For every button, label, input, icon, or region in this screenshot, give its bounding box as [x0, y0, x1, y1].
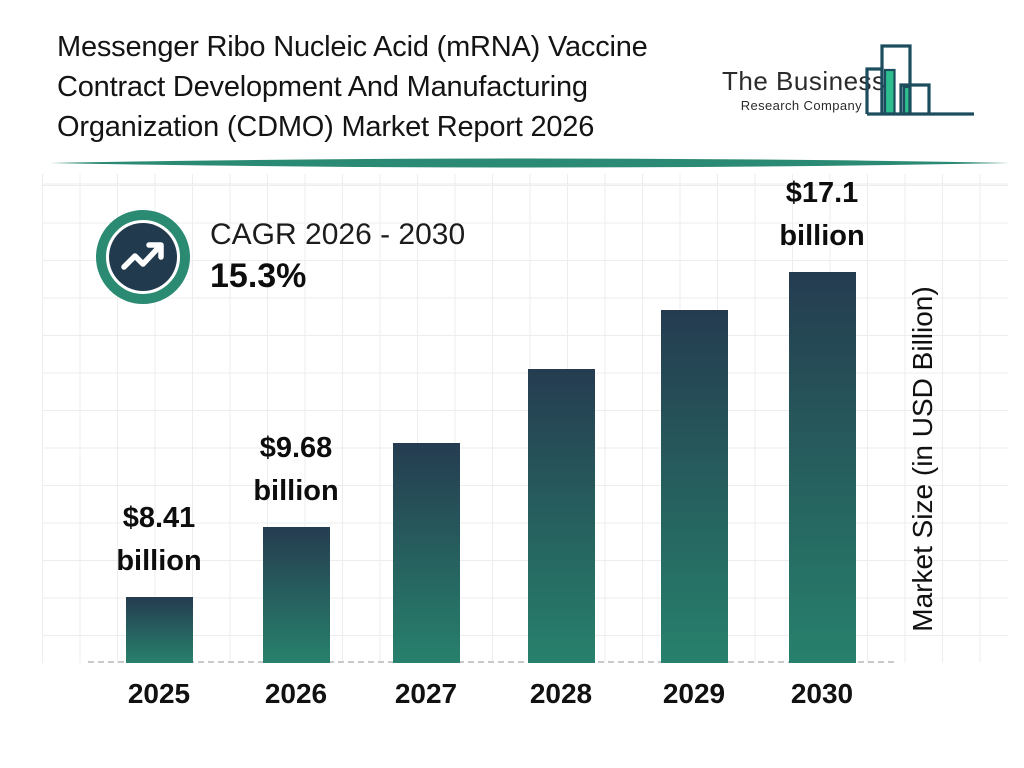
cagr-text-block: CAGR 2026 - 2030 15.3%: [210, 216, 465, 298]
cagr-range-label: CAGR 2026 - 2030: [210, 218, 466, 251]
cagr-badge: [95, 209, 191, 305]
logo-skyline-icon: [865, 44, 974, 116]
chart-baseline: [88, 661, 894, 663]
x-tick-2029: 2029: [662, 678, 726, 709]
x-tick-2027: 2027: [394, 678, 458, 709]
brand-logo-text: The Business Research Company: [722, 66, 886, 113]
value-label-2026: $9.68 billion: [253, 432, 339, 507]
trending-up-icon: [96, 210, 190, 304]
y-axis-label: Market Size (in USD Billion): [907, 286, 938, 632]
page-title-line-2: Contract Development And Manufacturing: [57, 71, 588, 103]
bar-2025: [125, 597, 193, 663]
bar-2027: [392, 443, 460, 663]
value-label-2025: $8.41 billion: [116, 502, 202, 577]
x-tick-2026: 2026: [264, 678, 328, 709]
brand-subname: Research Company: [740, 98, 862, 113]
x-tick-2025: 2025: [127, 678, 191, 709]
page-title-line-1: Messenger Ribo Nucleic Acid (mRNA) Vacci…: [57, 31, 648, 63]
bar-2030: [788, 272, 856, 663]
bar-2026: [262, 527, 330, 663]
bar-2028: [527, 369, 595, 663]
x-tick-2028: 2028: [529, 678, 593, 709]
brand-logo: The Business Research Company: [720, 36, 980, 122]
brand-name: The Business: [722, 66, 886, 96]
x-tick-2030: 2030: [790, 678, 854, 709]
page-title: Messenger Ribo Nucleic Acid (mRNA) Vacci…: [57, 27, 717, 147]
value-label-2030: $17.1 billion: [779, 177, 865, 252]
page-title-line-3: Organization (CDMO) Market Report 2026: [57, 111, 595, 143]
cagr-value: 15.3%: [210, 257, 307, 295]
divider-line: [50, 158, 1010, 168]
bar-2029: [660, 310, 728, 663]
